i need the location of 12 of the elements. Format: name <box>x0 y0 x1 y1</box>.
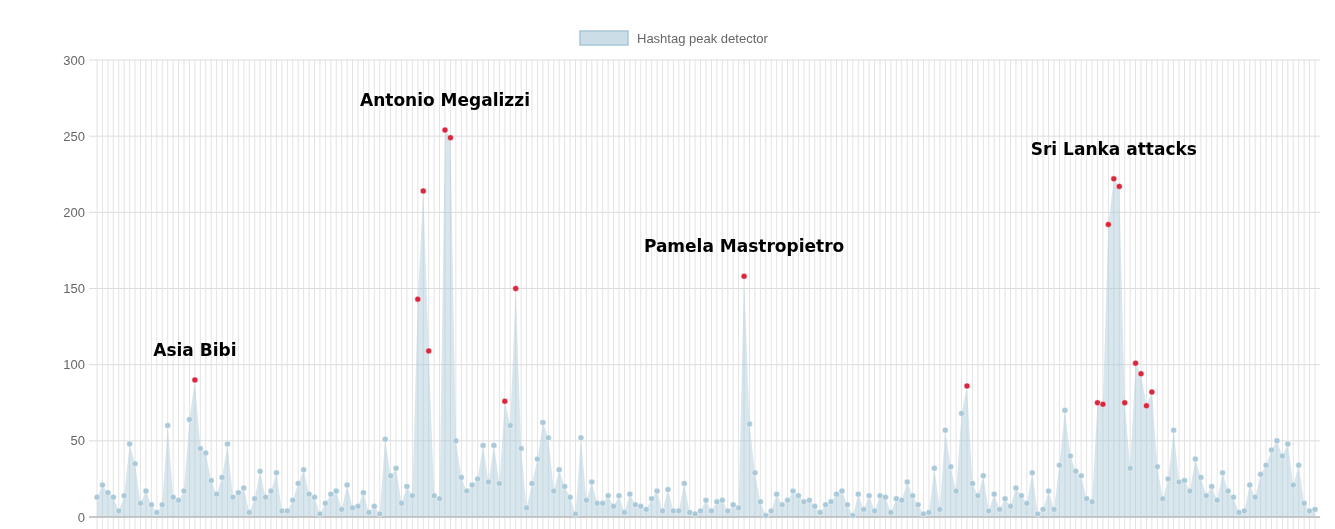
y-tick-label: 250 <box>63 128 85 144</box>
y-tick-label: 200 <box>63 204 85 220</box>
annotation: Asia Bibi <box>153 339 237 360</box>
y-tick-label: 0 <box>77 509 85 525</box>
y-tick-label: 100 <box>63 357 85 373</box>
annotation: Sri Lanka attacks <box>1030 138 1197 159</box>
y-tick-label: 150 <box>63 281 85 297</box>
legend-label: Hashtag peak detector <box>637 30 769 46</box>
y-tick-label: 50 <box>70 433 85 449</box>
annotation: Antonio Megalizzi <box>360 90 530 111</box>
annotation: Pamela Mastropietro <box>643 236 845 257</box>
y-tick-label: 300 <box>63 52 85 68</box>
